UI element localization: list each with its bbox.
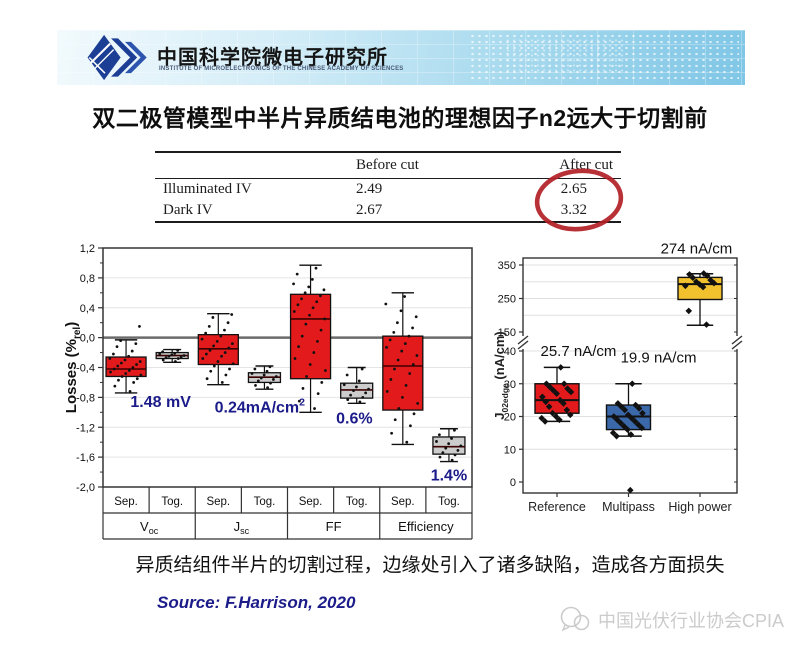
svg-text:Efficiency: Efficiency: [398, 519, 454, 534]
box-Voc-Sep.: [105, 325, 147, 394]
results-table: Before cut After cut Illuminated IV 2.49…: [155, 151, 624, 232]
wechat-logo-icon: [560, 606, 590, 632]
row-label: Dark IV: [163, 202, 213, 218]
svg-text:Losses (%rel): Losses (%rel): [63, 322, 83, 413]
svg-text:0,0: 0,0: [80, 333, 95, 345]
watermark-text: 中国光伏行业协会CPIA: [597, 610, 784, 631]
svg-text:Tog.: Tog.: [254, 496, 276, 508]
annotation: 1.4%: [431, 467, 467, 484]
svg-text:J02edge (nA/cm): J02edge (nA/cm): [492, 331, 510, 420]
box-Jsc-Sep.: [197, 313, 239, 386]
annotation: 0.6%: [336, 411, 372, 428]
header-banner: 中国科学院微电子研究所 INSTITUTE OF MICROELECTRONIC…: [57, 30, 745, 85]
svg-text:Sep.: Sep.: [391, 496, 415, 508]
svg-text:-2,0: -2,0: [76, 482, 95, 494]
svg-text:High power: High power: [668, 500, 731, 514]
svg-text:0,8: 0,8: [80, 273, 95, 285]
svg-text:250: 250: [498, 294, 516, 306]
org-subtitle: INSTITUTE OF MICROELECTRONICS OF THE CHI…: [159, 66, 404, 72]
svg-text:Tog.: Tog.: [438, 496, 460, 508]
box-Multipass: [605, 380, 652, 494]
box-Jsc-Tog.: [247, 365, 282, 390]
after-cut-value: 2.65: [560, 181, 587, 197]
svg-text:Sep.: Sep.: [114, 496, 138, 508]
svg-text:0: 0: [510, 477, 516, 489]
box-Voc-Tog.: [155, 348, 189, 363]
world-map-dots-2: [505, 38, 625, 74]
svg-text:-0,4: -0,4: [76, 363, 95, 375]
svg-text:FF: FF: [326, 519, 342, 534]
table-header-after-cut: After cut: [559, 157, 613, 173]
table-header-rule: [155, 178, 621, 179]
annotation: 0.24mA/cm2: [215, 396, 306, 416]
before-cut-value: 2.67: [356, 202, 383, 218]
table-bottom-rule: [155, 221, 621, 223]
j02edge-boxplot-chart: 350 250 150 40 30 20 10 0 Reference Multipass High…: [492, 240, 743, 514]
cpia-watermark: 中国光伏行业协会CPIA: [559, 606, 784, 633]
svg-text:0,4: 0,4: [80, 303, 95, 315]
source-credit: Source: F.Harrison, 2020: [157, 593, 356, 612]
org-name: 中国科学院微电子研究所: [157, 47, 388, 69]
losses-boxplot-chart: 1,2 0,8 0,4 0,0 -0,4 -0,8 -1,2 -1,6 -2,0 Losses (…: [63, 243, 473, 540]
world-map-dots: [469, 33, 739, 81]
box-Reference: [534, 364, 580, 425]
annotation: 19.9 nA/cm: [621, 349, 697, 366]
svg-text:Multipass: Multipass: [602, 500, 655, 514]
annotation: 1.48 mV: [130, 394, 191, 411]
svg-text:Sep.: Sep.: [206, 496, 230, 508]
svg-text:-0,8: -0,8: [76, 392, 95, 404]
svg-text:-1,2: -1,2: [76, 422, 95, 434]
table-row: Dark IV 2.67 3.32: [155, 200, 621, 221]
row-label: Illuminated IV: [163, 181, 252, 197]
after-cut-value: 3.32: [560, 202, 587, 218]
svg-text:30: 30: [504, 379, 516, 391]
svg-text:Tog.: Tog.: [346, 496, 368, 508]
conclusion-caption: 异质结组件半片的切割过程，边缘处引入了诸多缺陷，造成各方面损失: [135, 555, 725, 576]
table-header-before-cut: Before cut: [356, 157, 419, 173]
svg-text:Voc: Voc: [140, 519, 159, 536]
box-High power: [677, 270, 723, 328]
annotation: 25.7 nA/cm: [541, 343, 617, 360]
svg-text:Reference: Reference: [528, 500, 586, 514]
table-row: Illuminated IV 2.49 2.65: [155, 179, 621, 200]
svg-text:Jsc: Jsc: [234, 519, 250, 536]
svg-text:150: 150: [498, 327, 516, 339]
box-Efficiency-Tog.: [432, 428, 466, 463]
before-cut-value: 2.49: [356, 181, 383, 197]
box-FF-Sep.: [289, 264, 332, 414]
svg-text:10: 10: [504, 444, 516, 456]
institute-logo-icon: [87, 34, 147, 81]
svg-text:40: 40: [504, 346, 516, 358]
table-top-rule: [155, 151, 621, 153]
svg-text:350: 350: [498, 260, 516, 272]
slide-title: 双二极管模型中半片异质结电池的理想因子n2远大于切割前: [92, 105, 708, 131]
svg-text:Sep.: Sep.: [299, 496, 323, 508]
box-FF-Tog.: [340, 366, 374, 405]
box-Efficiency-Sep.: [382, 292, 424, 446]
svg-text:20: 20: [504, 412, 516, 424]
svg-text:-1,6: -1,6: [76, 452, 95, 464]
svg-text:1,2: 1,2: [80, 243, 95, 255]
annotation: 274 nA/cm: [661, 240, 733, 257]
svg-text:Tog.: Tog.: [161, 496, 183, 508]
